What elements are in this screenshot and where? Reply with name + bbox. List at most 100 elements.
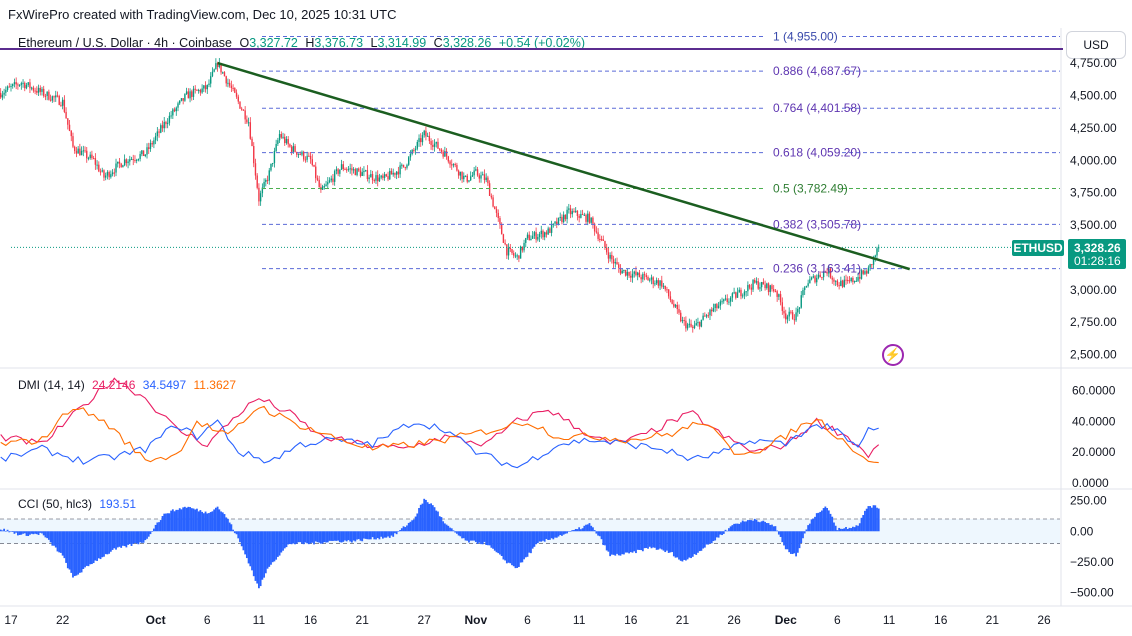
candle-body xyxy=(860,270,863,279)
cci-bar xyxy=(853,527,856,532)
candle-body xyxy=(642,274,644,280)
cci-bar xyxy=(364,531,367,539)
cci-bar xyxy=(791,531,794,555)
candle-body xyxy=(476,169,479,176)
candle-body xyxy=(110,174,112,178)
cci-bar xyxy=(517,531,520,567)
candle-body xyxy=(685,320,687,329)
candle-body xyxy=(378,177,381,182)
candle-body xyxy=(742,295,744,297)
cci-bar xyxy=(3,528,6,532)
candle-body xyxy=(153,140,155,145)
currency-button[interactable]: USD xyxy=(1066,31,1126,59)
candle-body xyxy=(810,277,813,280)
candle-body xyxy=(571,211,573,215)
lightning-icon[interactable]: ⚡ xyxy=(882,344,904,366)
cci-bar xyxy=(705,531,708,545)
candle-body xyxy=(256,175,258,188)
cci-bar xyxy=(399,530,401,532)
candle-body xyxy=(473,170,475,176)
cci-bar xyxy=(783,531,785,546)
candle-body xyxy=(506,244,508,256)
candle-body xyxy=(246,119,248,123)
cci-bar xyxy=(693,531,696,555)
candle-body xyxy=(626,271,629,276)
candle-body xyxy=(414,148,417,151)
cci-bar xyxy=(63,531,66,559)
cci-bar xyxy=(552,531,555,540)
cci-bar xyxy=(574,528,577,532)
candle-body xyxy=(94,158,97,165)
cci-bar xyxy=(604,531,606,546)
cci-bar xyxy=(623,531,625,555)
candle-body xyxy=(373,179,375,181)
cci-bar xyxy=(261,531,264,580)
cci-bar xyxy=(416,513,419,532)
candle-body xyxy=(296,151,298,155)
candle-body xyxy=(104,175,107,178)
candle-body xyxy=(654,283,656,285)
cci-bar xyxy=(581,528,584,532)
cci-bar xyxy=(616,531,618,554)
cci-bar xyxy=(80,531,83,573)
fib-label-0.382: 0.382 (3,505.78) xyxy=(773,217,861,231)
candle-body xyxy=(271,163,274,165)
candle-body xyxy=(320,186,322,190)
cci-legend[interactable]: CCI (50, hlc3) 193.51 xyxy=(18,497,136,511)
cci-bar xyxy=(824,506,827,532)
candle-body xyxy=(492,197,494,207)
cci-bar xyxy=(371,531,374,538)
candle-body xyxy=(215,63,217,70)
cci-bar xyxy=(375,531,377,540)
countdown-value: 01:28:16 xyxy=(1074,254,1121,268)
cci-bar xyxy=(99,531,102,560)
candle-body xyxy=(800,295,802,308)
candle-body xyxy=(874,255,876,257)
cci-bar xyxy=(428,503,431,532)
cci-bar xyxy=(784,531,787,550)
cci-bar xyxy=(524,531,527,558)
candle-body xyxy=(698,322,701,327)
candle-body xyxy=(740,289,742,297)
candle-body xyxy=(469,176,472,181)
cci-bar xyxy=(111,531,114,550)
candle-body xyxy=(17,84,19,86)
cci-bar xyxy=(645,531,648,548)
dmi-legend[interactable]: DMI (14, 14) 24.2146 34.5497 11.3627 xyxy=(18,378,236,392)
fib-label-0.886: 0.886 (4,687.67) xyxy=(773,64,861,78)
cci-bar xyxy=(407,522,410,532)
cci-bar xyxy=(579,529,582,532)
candle-body xyxy=(96,164,98,166)
cci-bar xyxy=(221,512,224,532)
candle-body xyxy=(335,169,338,172)
cci-bar xyxy=(430,503,432,532)
candle-body xyxy=(828,268,830,274)
candle-body xyxy=(588,213,591,223)
candle-body xyxy=(49,99,52,101)
cci-bar xyxy=(826,508,828,532)
candle-body xyxy=(500,224,503,235)
candle-body xyxy=(659,280,661,286)
cci-bar xyxy=(586,524,589,532)
candle-body xyxy=(871,264,873,266)
cci-bar xyxy=(247,531,250,564)
candle-body xyxy=(680,312,682,322)
candle-body xyxy=(750,287,753,290)
candle-body xyxy=(445,151,448,157)
cci-value: 193.51 xyxy=(99,497,137,511)
cci-bar xyxy=(330,531,333,541)
cci-bar xyxy=(158,522,160,532)
cci-bar xyxy=(691,531,694,557)
low-value: 3,314.99 xyxy=(377,36,427,50)
cci-bar xyxy=(698,531,701,552)
candle-body xyxy=(84,150,86,152)
cci-bar xyxy=(712,531,715,542)
cci-bar xyxy=(106,531,109,555)
cci-bar xyxy=(493,531,496,551)
time-tick-label: 16 xyxy=(934,613,948,627)
symbol-legend[interactable]: Ethereum / U.S. Dollar · 4h · Coinbase O… xyxy=(18,36,585,50)
candle-body xyxy=(222,72,224,74)
candle-body xyxy=(850,278,852,282)
candle-body xyxy=(416,141,419,149)
